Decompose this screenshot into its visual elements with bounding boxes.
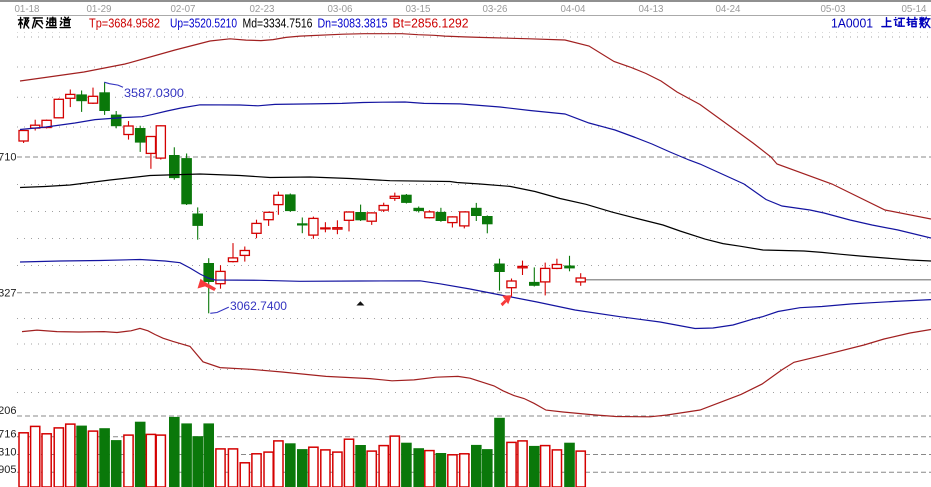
svg-text:327: 327 [0,287,17,299]
svg-text:01-29: 01-29 [87,3,112,15]
svg-text:1A0001: 1A0001 [831,16,873,31]
svg-text:310: 310 [0,446,17,458]
svg-text:04-13: 04-13 [639,3,664,15]
svg-text:02-23: 02-23 [250,3,275,15]
svg-text:02-07: 02-07 [171,3,196,15]
svg-text:Up=3520.5210: Up=3520.5210 [170,16,237,31]
svg-text:Md=3334.7516: Md=3334.7516 [243,16,313,31]
svg-text:Bt=2856.1292: Bt=2856.1292 [393,16,469,31]
svg-text:03-06: 03-06 [328,3,353,15]
svg-text:206: 206 [0,405,17,417]
svg-text:04-24: 04-24 [716,3,741,15]
svg-text:03-26: 03-26 [483,3,508,15]
svg-text:03-15: 03-15 [406,3,431,15]
svg-text:01-18: 01-18 [15,3,40,15]
svg-text:905: 905 [0,464,17,476]
svg-text:3587.0300: 3587.0300 [124,86,184,100]
svg-text:710: 710 [0,152,17,164]
svg-text:05-03: 05-03 [821,3,846,15]
svg-text:05-14: 05-14 [902,3,927,15]
svg-text:716: 716 [0,429,17,441]
svg-text:Dn=3083.3815: Dn=3083.3815 [318,16,388,31]
svg-text:Tp=3684.9582: Tp=3684.9582 [89,16,160,31]
svg-text:04-04: 04-04 [561,3,586,15]
svg-text:3062.7400: 3062.7400 [230,299,287,313]
